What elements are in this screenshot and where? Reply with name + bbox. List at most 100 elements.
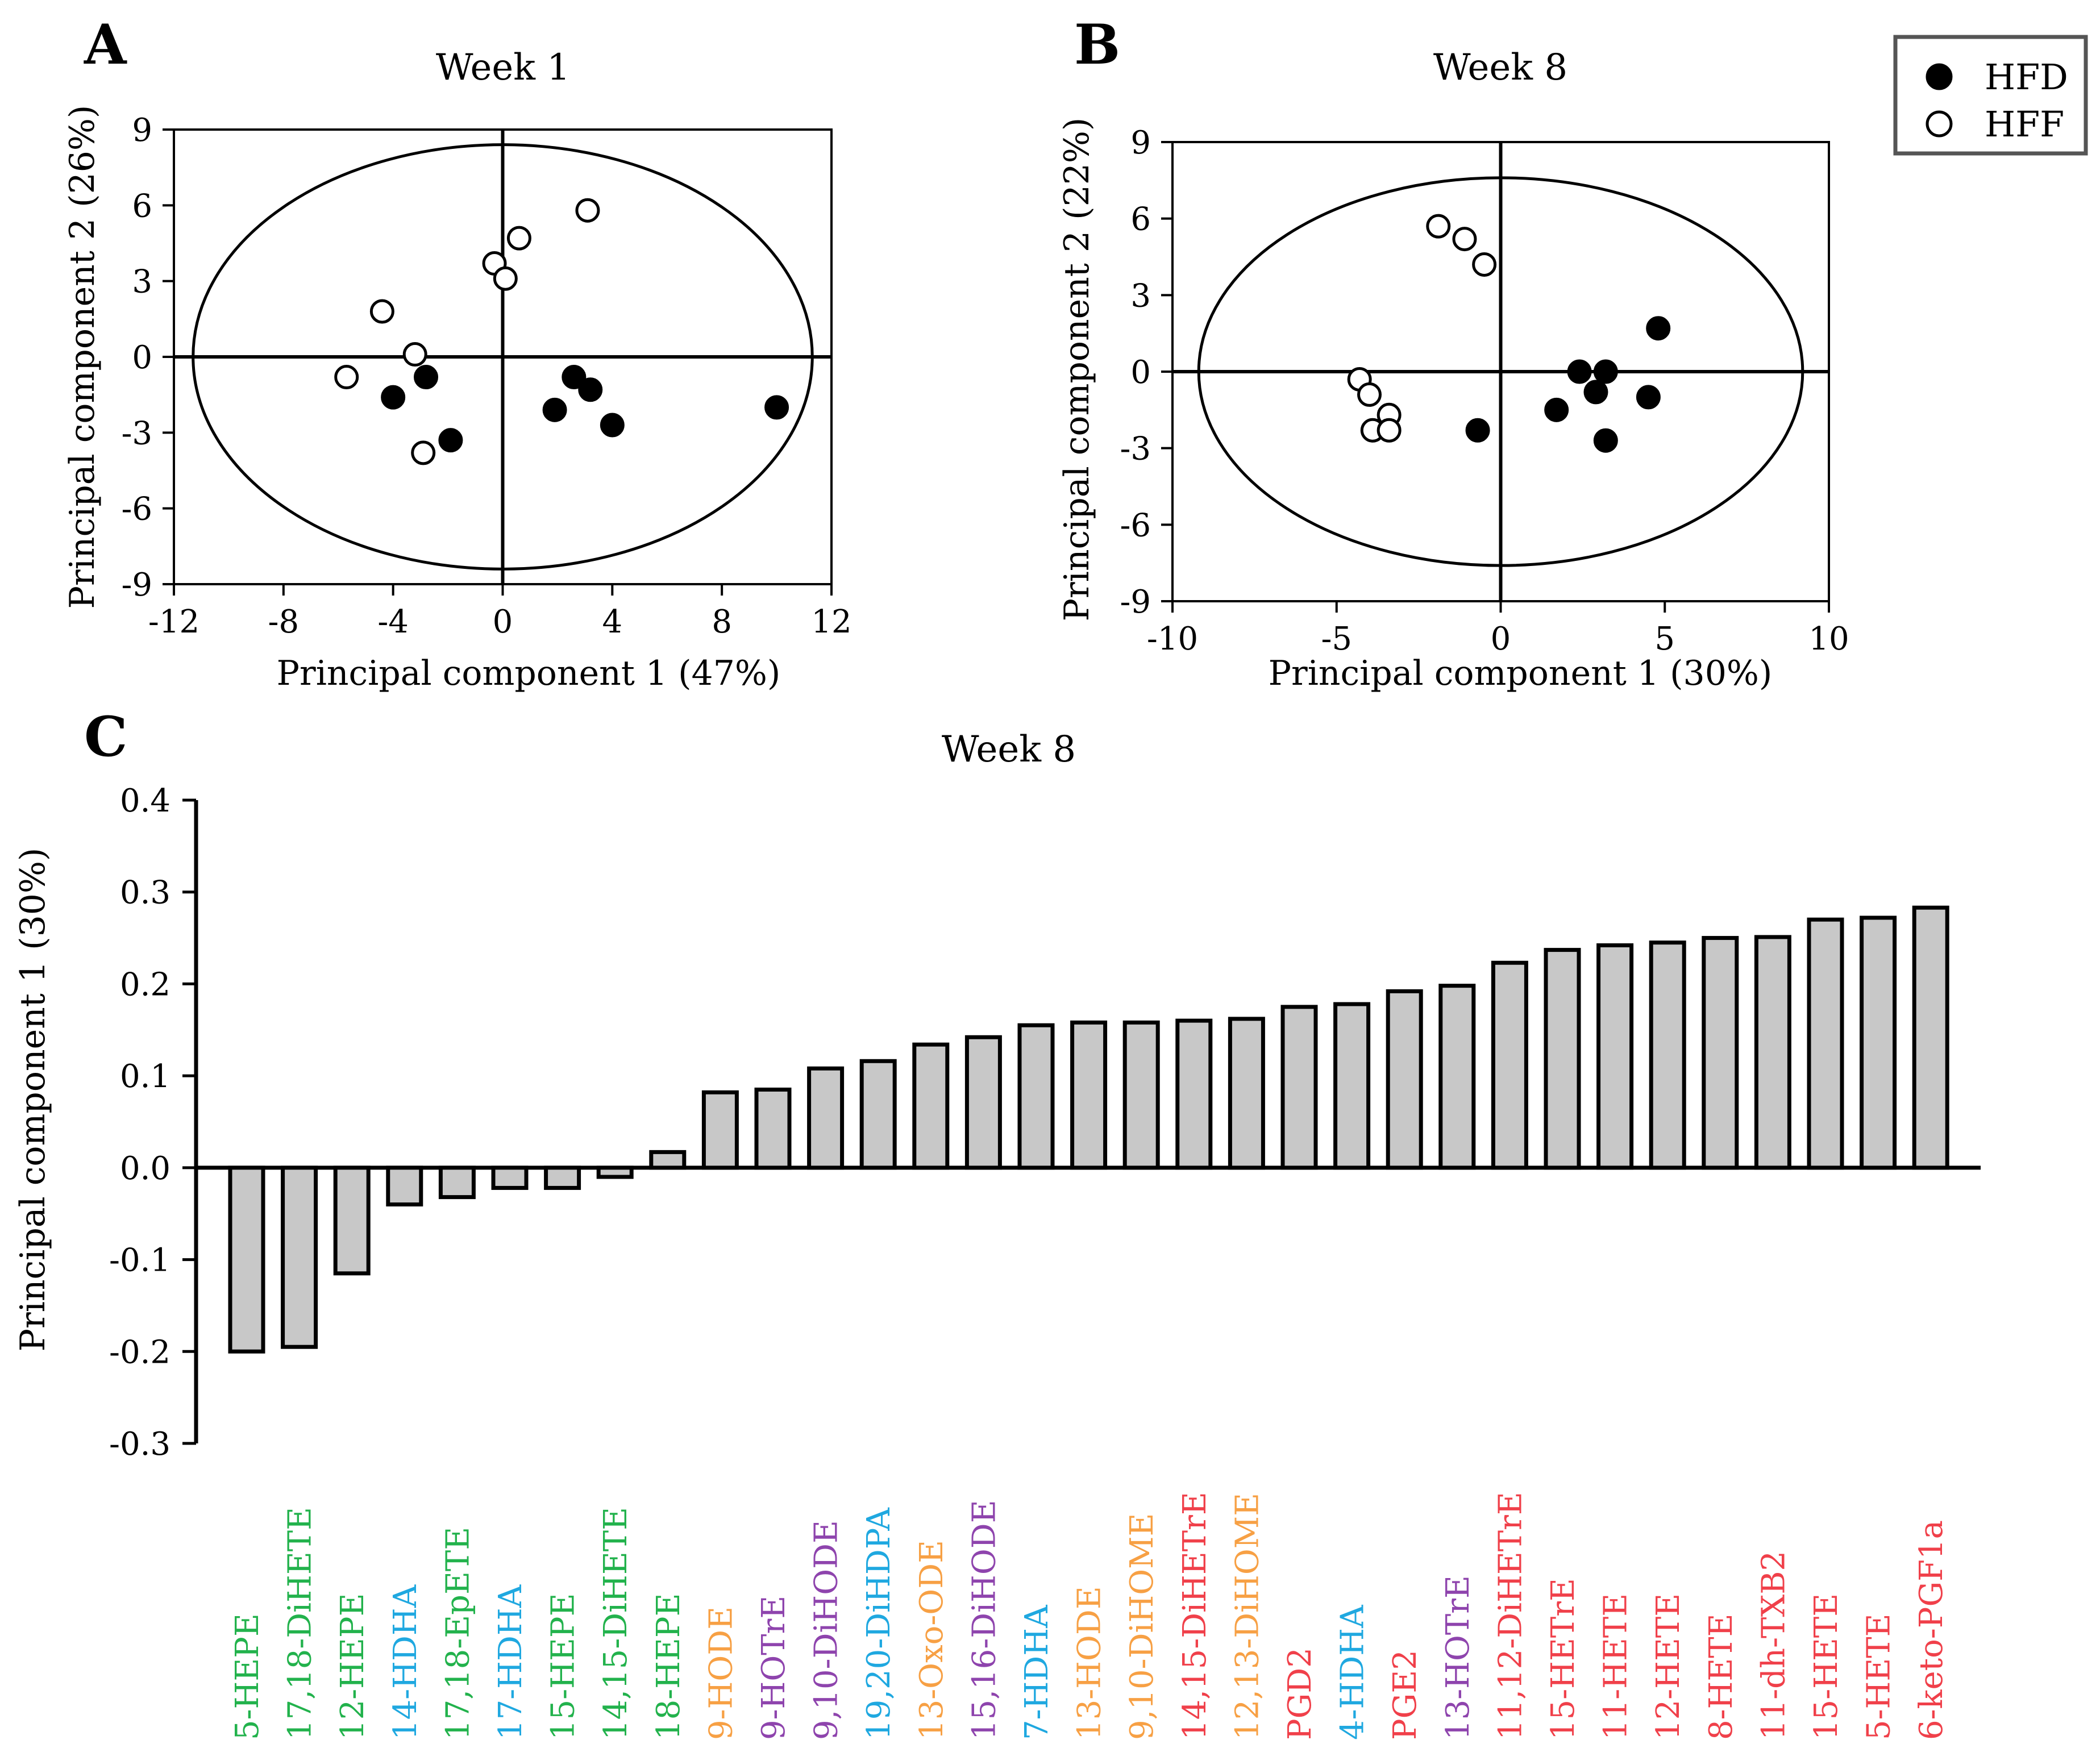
legend-hfd-marker: [1926, 63, 1953, 90]
category-label: 17-HDHA: [492, 1584, 529, 1740]
bar-15-hetre: [1544, 948, 1581, 1170]
panel-b-point-hff: [1357, 382, 1382, 407]
bar-13-oxo-ode: [912, 1042, 950, 1170]
panel-b-x-tick-label: 10: [1808, 621, 1849, 657]
panel-a-point-hfd: [414, 365, 439, 390]
panel-c-y-tick-label: 0.3: [120, 875, 171, 911]
category-label: 5-HEPE: [229, 1613, 266, 1740]
panel-b-week8-pca: B Week 8 Principal component 1 (30%) Pri…: [1057, 13, 1849, 693]
category-label: 18-HEPE: [650, 1593, 687, 1740]
bar-5-hete: [1860, 915, 1897, 1170]
panel-a-point-hff: [575, 198, 600, 223]
panel-b-point-hfd: [1544, 397, 1569, 422]
panel-c-y-tick-label: 0.0: [120, 1150, 171, 1187]
bar-pge2: [1386, 989, 1423, 1170]
category-label: PGD2: [1282, 1647, 1319, 1740]
panel-a-point-hff: [369, 299, 394, 324]
bar-7-hdha: [1017, 1023, 1055, 1170]
panel-b-y-tick-label: -6: [1120, 507, 1151, 544]
panel-b-y-tick-label: 0: [1130, 354, 1151, 391]
bar-13-hotre: [1438, 984, 1476, 1170]
category-label: PGE2: [1387, 1650, 1424, 1740]
category-label: 12-HETE: [1650, 1593, 1687, 1740]
category-label: 19,20-DiHDPA: [860, 1508, 897, 1740]
panel-a-x-tick-label: 0: [493, 603, 513, 640]
panel-a-point-hff: [334, 365, 359, 390]
bar-12-hete: [1649, 940, 1686, 1170]
panel-b-point-hfd: [1583, 380, 1608, 405]
category-label: 9-HOTrE: [755, 1596, 792, 1740]
bar-9-10-dihome: [1122, 1020, 1160, 1170]
bar-11-dh-txb2: [1754, 935, 1791, 1170]
panel-b-point-hfd: [1646, 316, 1671, 341]
panel-a-y-tick-label: 0: [132, 339, 152, 376]
bar-17-18-epete: [438, 1166, 476, 1200]
panel-a-x-tick-label: -4: [377, 603, 409, 640]
panel-a-x-tick-label: 4: [602, 603, 623, 640]
category-label: 9-HODE: [702, 1606, 739, 1740]
panel-b-point-hfd: [1593, 359, 1618, 384]
panel-a-x-tick-label: 12: [811, 603, 851, 640]
bar-17-hdha: [491, 1166, 529, 1190]
panel-c-y-tick-label: 0.2: [120, 966, 171, 1003]
bar-12-hepe: [333, 1166, 371, 1276]
panel-a-point-hff: [411, 440, 436, 465]
bar-18-hepe: [649, 1150, 687, 1170]
panel-a-y-tick-label: -9: [121, 567, 152, 603]
bar-pgd2: [1280, 1005, 1318, 1170]
bar-9-hotre: [754, 1087, 792, 1170]
panel-a-y-tick-label: 6: [132, 188, 152, 224]
panel-b-points: [1347, 214, 1671, 453]
legend: HFD HFF: [1893, 35, 2088, 156]
category-label: 15-HETrE: [1545, 1578, 1582, 1740]
bar-13-hode: [1070, 1020, 1108, 1170]
panel-b-x-axis-label: Principal component 1 (30%): [1269, 654, 1773, 693]
panel-c-y-tick-label: 0.4: [120, 782, 171, 819]
panel-b-point-hff: [1377, 418, 1402, 443]
panel-a-week1-pca: A Week 1 Principal component 1 (47%) Pri…: [63, 13, 852, 693]
legend-hff-marker: [1926, 110, 1953, 138]
bar-15-hete: [1807, 917, 1844, 1170]
category-label: 11-dh-TXB2: [1755, 1551, 1792, 1740]
category-label: 14,15-DiHETrE: [1176, 1492, 1213, 1740]
panel-b-title: Week 8: [1433, 47, 1567, 89]
panel-c-y-axis-label: Principal component 1 (30%): [13, 848, 53, 1352]
panel-b-y-tick-label: -9: [1120, 584, 1151, 621]
panel-a-y-tick-label: -6: [121, 491, 152, 528]
panel-c-y-tick-label: -0.3: [109, 1426, 171, 1463]
category-label: 12,13-DiHOME: [1229, 1493, 1266, 1740]
category-label: 14,15-DiHETE: [597, 1507, 634, 1740]
panel-a-point-hfd: [578, 377, 603, 402]
panel-c-week8-loadings: C Week 8 Principal component 1 (30%) -0.…: [13, 705, 1981, 1740]
panel-b-y-tick-label: 3: [1130, 277, 1151, 314]
bar-12-13-dihome: [1228, 1017, 1265, 1170]
legend-hfd-label: HFD: [1985, 56, 2068, 98]
category-label: 13-HOTrE: [1440, 1575, 1477, 1740]
panel-a-point-hfd: [562, 365, 587, 390]
panel-c-title: Week 8: [942, 729, 1076, 771]
bar-17-18-dihete: [281, 1166, 318, 1349]
panel-b-point-hff: [1472, 252, 1497, 277]
panel-b-y-ticks: -9 -6 -3 0 3 6 9: [1120, 124, 1172, 621]
category-label: 12-HEPE: [334, 1593, 371, 1740]
panel-c-y-tick-label: -0.1: [109, 1242, 171, 1279]
panel-b-y-axis-label: Principal component 2 (22%): [1057, 118, 1097, 622]
panel-b-point-hfd: [1593, 428, 1618, 453]
panel-a-x-axis-label: Principal component 1 (47%): [277, 654, 781, 693]
bar-6-keto-pgf1a: [1912, 905, 1949, 1170]
panel-b-x-tick-label: -5: [1321, 621, 1352, 657]
bar-11-hete: [1596, 943, 1634, 1170]
panel-b-point-hfd: [1636, 385, 1661, 410]
category-label: 15-HETE: [1808, 1593, 1845, 1740]
category-label: 8-HETE: [1703, 1614, 1740, 1741]
category-label: 5-HETE: [1861, 1614, 1898, 1741]
category-label: 11-HETE: [1598, 1593, 1635, 1740]
panel-b-x-tick-label: 0: [1491, 621, 1511, 657]
panel-b-y-tick-label: 6: [1130, 201, 1151, 238]
panel-a-point-hfd: [542, 397, 567, 422]
bar-19-20-dihdpa: [859, 1059, 897, 1170]
panel-c-y-tick-label: -0.2: [109, 1334, 171, 1371]
bar-14-hdha: [386, 1166, 423, 1207]
panel-b-x-ticks: -10 -5 0 5 10: [1147, 601, 1849, 657]
